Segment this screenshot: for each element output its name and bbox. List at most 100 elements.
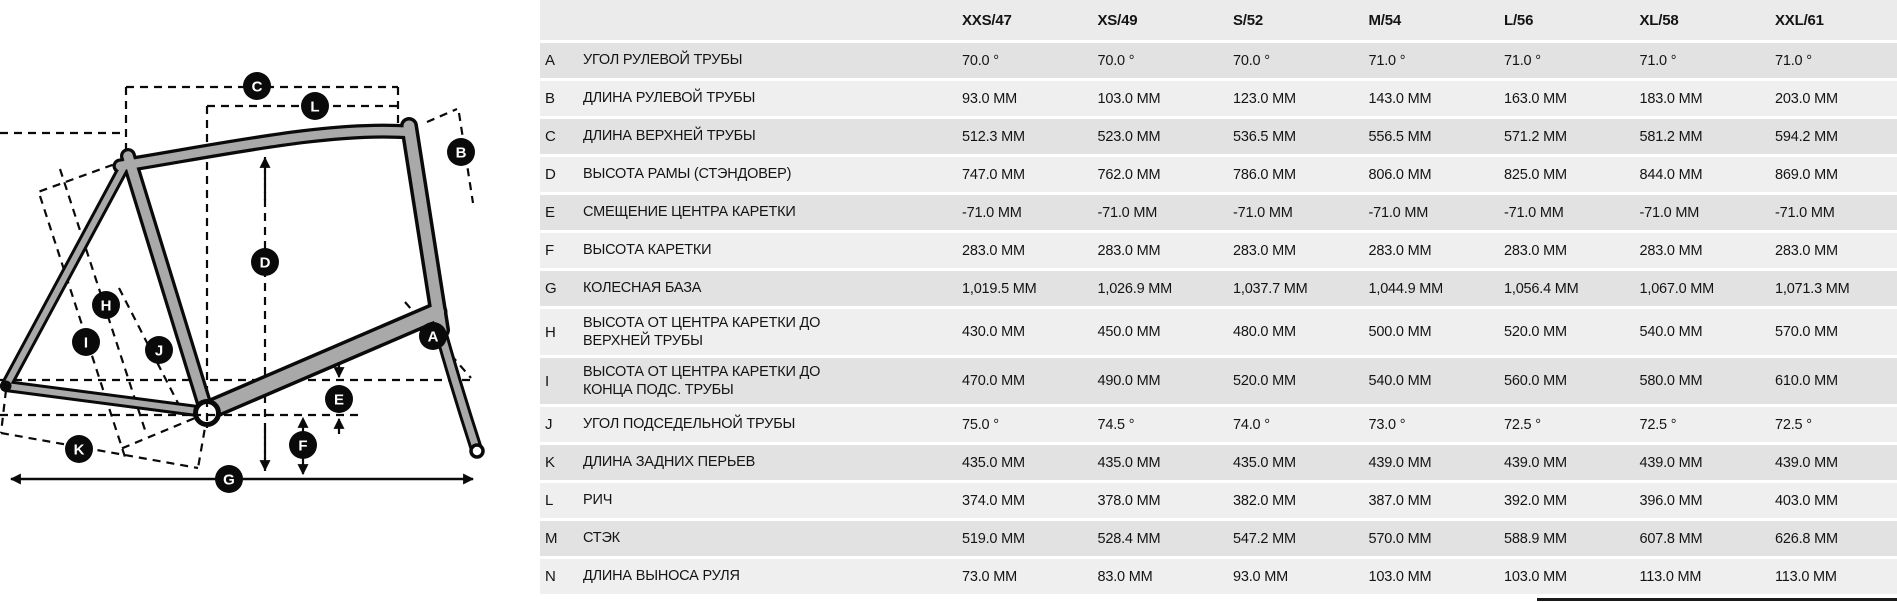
svg-text:I: I [84, 335, 88, 352]
row-value: 123.0 MM [1233, 90, 1296, 107]
row-value: 70.0 ° [962, 52, 999, 69]
row-value: 283.0 MM [1097, 242, 1161, 259]
size-column-header: XL/58 [1639, 11, 1679, 29]
row-letter: B [545, 90, 555, 107]
diagram-label-I: I [72, 328, 100, 356]
row-value: 439.0 MM [1504, 454, 1567, 471]
row-value: 71.0 ° [1368, 52, 1406, 69]
row-value: 183.0 MM [1639, 90, 1703, 107]
size-column-header: XS/49 [1097, 11, 1138, 29]
row-value: -71.0 MM [1368, 204, 1429, 221]
svg-text:K: K [74, 442, 85, 459]
row-value: 403.0 MM [1775, 492, 1838, 509]
row-value: 523.0 MM [1097, 128, 1161, 145]
table-row: A УГОЛ РУЛЕВОЙ ТРУБЫ 70.0 ° 70.0 ° 70.0 ° 71.… [540, 43, 1897, 78]
row-value: 72.5 ° [1775, 416, 1812, 433]
row-label: КОЛЕСНАЯ БАЗА [583, 280, 702, 297]
row-value: 547.2 MM [1233, 530, 1296, 547]
row-letter: N [545, 568, 556, 585]
row-value: 610.0 MM [1775, 373, 1838, 389]
row-value: 435.0 MM [962, 454, 1025, 471]
row-label: ВЫСОТА ОТ ЦЕНТРА КАРЕТКИ ДО КОНЦА ПОДС. … [583, 363, 821, 398]
row-value: 163.0 MM [1504, 90, 1567, 107]
diagram-label-E: E [325, 385, 353, 413]
row-value: -71.0 MM [1097, 204, 1158, 221]
row-letter: I [545, 372, 549, 390]
row-value: 1,037.7 MM [1233, 280, 1308, 297]
row-label: ДЛИНА ВЕРХНЕЙ ТРУБЫ [583, 128, 756, 145]
row-letter: G [545, 280, 557, 297]
row-label: СМЕЩЕНИЕ ЦЕНТРА КАРЕТКИ [583, 204, 796, 221]
diagram-label-D: D [251, 248, 279, 276]
row-value: 1,056.4 MM [1504, 280, 1579, 297]
row-value: 556.5 MM [1368, 128, 1432, 145]
table-row: B ДЛИНА РУЛЕВОЙ ТРУБЫ 93.0 MM 103.0 MM 123.0… [540, 81, 1897, 116]
row-letter: D [545, 166, 556, 183]
bottom-border-line [1537, 598, 1897, 601]
row-value: 396.0 MM [1639, 492, 1703, 509]
diagram-label-K: K [65, 435, 93, 463]
row-value: 528.4 MM [1097, 530, 1161, 547]
diagram-label-H: H [92, 291, 120, 319]
table-row: L РИЧ 374.0 MM 378.0 MM 382.0 MM 387.0 MM 392.… [540, 483, 1897, 518]
row-value: 74.0 ° [1233, 416, 1270, 433]
row-value: 571.2 MM [1504, 128, 1567, 145]
table-row: D ВЫСОТА РАМЫ (СТЭНДОВЕР) 747.0 MM 762.0 MM… [540, 157, 1897, 192]
row-label: СТЭК [583, 530, 620, 547]
row-value: -71.0 MM [1639, 204, 1700, 221]
row-value: 71.0 ° [1775, 52, 1812, 69]
row-value: 374.0 MM [962, 492, 1025, 509]
row-value: 430.0 MM [962, 324, 1025, 340]
table-row: G КОЛЕСНАЯ БАЗА 1,019.5 MM 1,026.9 MM 1,037.… [540, 271, 1897, 306]
diagram-label-G: G [215, 465, 243, 493]
row-value: 520.0 MM [1233, 373, 1296, 389]
row-value: 283.0 MM [1233, 242, 1296, 259]
row-value: 450.0 MM [1097, 324, 1161, 340]
row-value: 283.0 MM [1775, 242, 1838, 259]
row-label: УГОЛ ПОДСЕДЕЛЬНОЙ ТРУБЫ [583, 416, 796, 433]
row-value: 825.0 MM [1504, 166, 1567, 183]
row-value: 500.0 MM [1368, 324, 1432, 340]
row-letter: K [545, 454, 555, 471]
row-label: ДЛИНА ЗАДНИХ ПЕРЬЕВ [583, 454, 756, 471]
row-value: 607.8 MM [1639, 530, 1703, 547]
row-value: 72.5 ° [1639, 416, 1677, 433]
table-row: K ДЛИНА ЗАДНИХ ПЕРЬЕВ 435.0 MM 435.0 MM 435.… [540, 445, 1897, 480]
row-value: 470.0 MM [962, 373, 1025, 389]
frame-geometry-diagram: A B C D E F G H I J K L [0, 72, 485, 493]
diagram-label-A: A [419, 322, 447, 350]
row-letter: F [545, 242, 554, 259]
row-value: 1,019.5 MM [962, 280, 1037, 297]
bike-frame-fill [3, 120, 481, 455]
row-value: 378.0 MM [1097, 492, 1161, 509]
row-value: 75.0 ° [962, 416, 999, 433]
row-letter: A [545, 52, 555, 69]
row-value: 480.0 MM [1233, 324, 1296, 340]
row-value: 74.5 ° [1097, 416, 1135, 433]
row-label: ДЛИНА ВЫНОСА РУЛЯ [583, 568, 740, 585]
row-value: 844.0 MM [1639, 166, 1703, 183]
row-value: 93.0 MM [1233, 568, 1289, 585]
svg-text:F: F [298, 438, 307, 455]
table-body: A УГОЛ РУЛЕВОЙ ТРУБЫ 70.0 ° 70.0 ° 70.0 ° 71.… [540, 43, 1897, 594]
row-value: 103.0 MM [1368, 568, 1432, 585]
row-value: 382.0 MM [1233, 492, 1296, 509]
row-value: 283.0 MM [1368, 242, 1432, 259]
row-value: 762.0 MM [1097, 166, 1161, 183]
svg-text:B: B [456, 145, 467, 162]
row-value: 113.0 MM [1639, 568, 1702, 585]
row-value: 560.0 MM [1504, 373, 1567, 389]
row-value: 283.0 MM [962, 242, 1025, 259]
diagram-label-L: L [301, 92, 329, 120]
size-column-header: L/56 [1504, 11, 1534, 29]
row-value: 581.2 MM [1639, 128, 1703, 145]
row-letter: H [545, 323, 556, 341]
table-row: M СТЭК 519.0 MM 528.4 MM 547.2 MM 570.0 MM 588… [540, 521, 1897, 556]
row-value: 626.8 MM [1775, 530, 1838, 547]
bottom-bracket-crosshair [193, 399, 222, 428]
row-value: 387.0 MM [1368, 492, 1432, 509]
svg-text:J: J [155, 343, 163, 360]
row-value: 435.0 MM [1233, 454, 1296, 471]
front-dropout [469, 443, 485, 459]
